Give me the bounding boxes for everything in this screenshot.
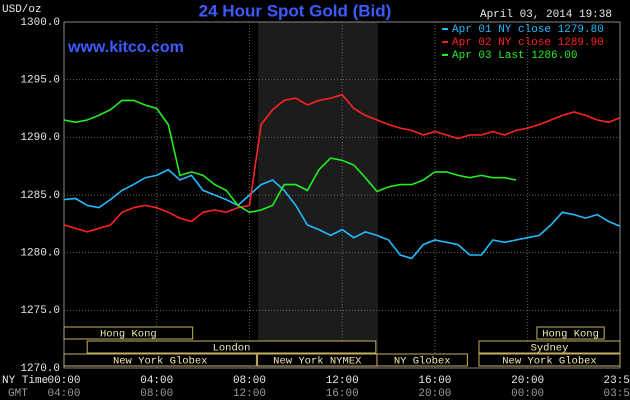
watermark: www.kitco.com bbox=[67, 39, 184, 56]
gmt-tick-label: 08:00 bbox=[140, 388, 173, 400]
y-tick-label: 1295.0 bbox=[20, 75, 60, 87]
x-tick-label: 00:00 bbox=[47, 375, 80, 387]
gmt-tick-label: 20:00 bbox=[418, 388, 451, 400]
x-tick-label: 20:00 bbox=[511, 375, 544, 387]
session-box bbox=[376, 353, 468, 367]
series-line bbox=[63, 93, 621, 233]
gmt-row-label: GMT bbox=[8, 388, 28, 400]
y-tick-label: 1300.0 bbox=[20, 17, 60, 29]
session-label: Sydney bbox=[531, 342, 569, 354]
session-label: New York Globex bbox=[113, 355, 208, 367]
session-label: Hong Kong bbox=[100, 328, 157, 340]
session-box bbox=[478, 353, 621, 367]
x-tick-label: 16:00 bbox=[418, 375, 451, 387]
x-tick-label: 04:00 bbox=[140, 375, 173, 387]
y-tick-label: 1270.0 bbox=[20, 363, 60, 375]
session-box bbox=[86, 340, 377, 354]
y-tick-label: 1280.0 bbox=[20, 248, 60, 260]
legend-label: Apr 01 NY close 1279.80 bbox=[452, 24, 604, 36]
session-box bbox=[536, 326, 605, 340]
session-label: New York NYMEX bbox=[273, 355, 362, 367]
x-tick-label: 08:00 bbox=[233, 375, 266, 387]
legend-label: Apr 03 Last 1286.00 bbox=[452, 50, 577, 62]
session-box bbox=[63, 326, 194, 340]
chart-date: April 03, 2014 19:38 bbox=[480, 9, 612, 21]
plot-frame bbox=[63, 21, 621, 369]
nymex-shade bbox=[258, 22, 378, 368]
x-tick-label: 23:59 bbox=[603, 375, 630, 387]
session-label: NY Globex bbox=[394, 355, 451, 367]
session-box bbox=[63, 353, 257, 367]
gmt-tick-label: 04:00 bbox=[47, 388, 80, 400]
session-label: Hong Kong bbox=[542, 328, 599, 340]
session-box bbox=[478, 340, 621, 354]
y-tick-label: 1285.0 bbox=[20, 190, 60, 202]
x-row-label: NY Time bbox=[2, 375, 48, 387]
gmt-tick-label: 03:59 bbox=[603, 388, 630, 400]
y-tick-label: 1275.0 bbox=[20, 305, 60, 317]
y-tick-label: 1290.0 bbox=[20, 132, 60, 144]
gmt-tick-label: 00:00 bbox=[511, 388, 544, 400]
y-axis-label: USD/oz bbox=[2, 4, 42, 16]
session-label: London bbox=[213, 342, 251, 354]
legend-label: Apr 02 NY close 1289.90 bbox=[452, 37, 604, 49]
series-line bbox=[63, 168, 621, 260]
x-tick-label: 12:00 bbox=[326, 375, 359, 387]
chart-title: 24 Hour Spot Gold (Bid) bbox=[199, 1, 392, 20]
gmt-tick-label: 16:00 bbox=[326, 388, 359, 400]
session-label: New York Globex bbox=[502, 355, 597, 367]
gmt-tick-label: 12:00 bbox=[233, 388, 266, 400]
series-line bbox=[63, 99, 517, 214]
